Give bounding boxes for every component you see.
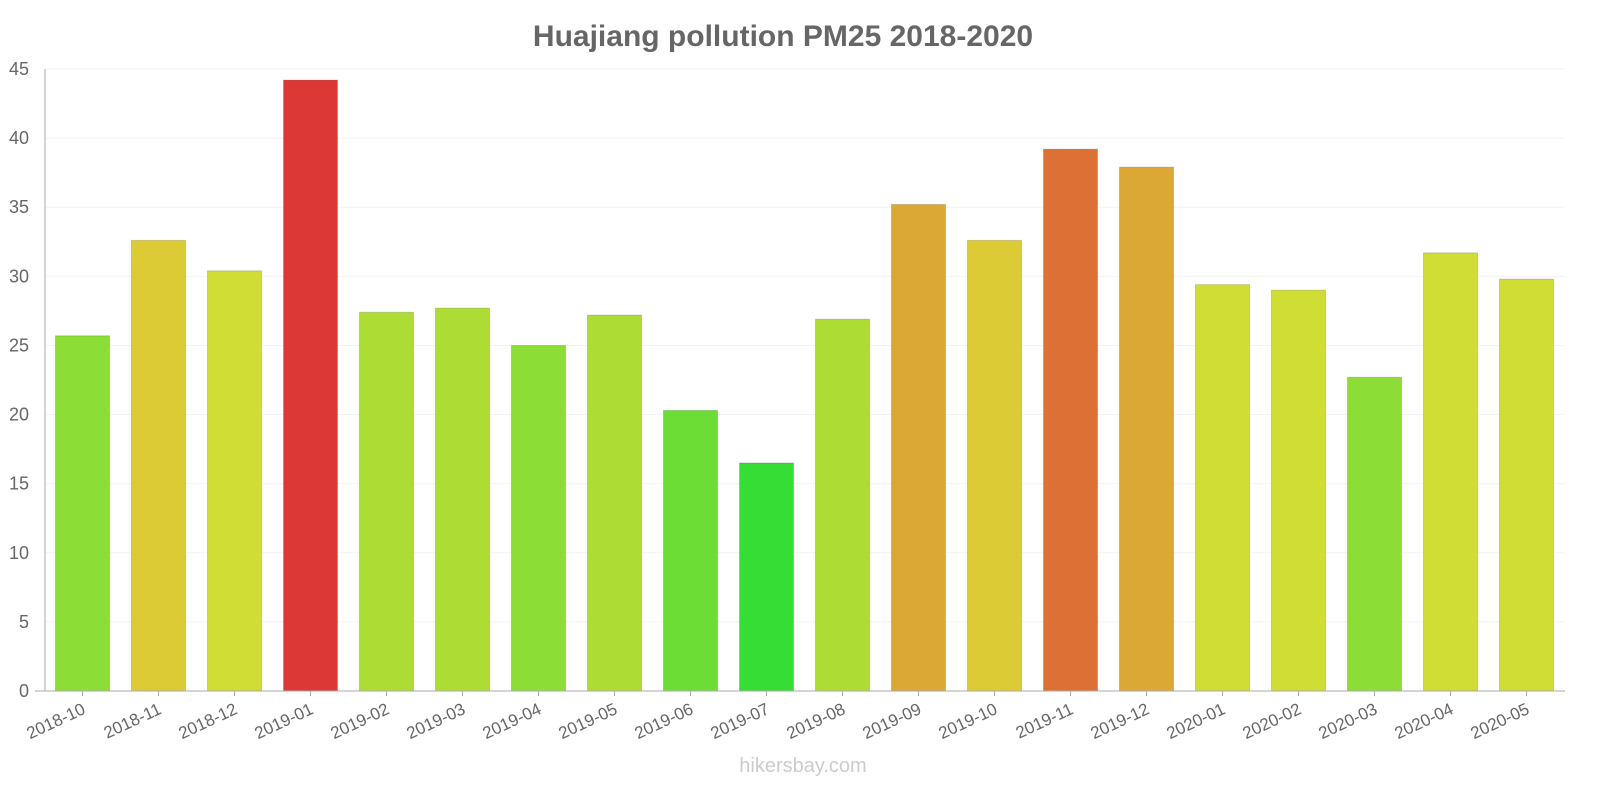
x-tick-label: 2019-11	[1013, 699, 1076, 742]
x-tick-label: 2018-10	[24, 699, 89, 743]
x-tick-label: 2019-12	[1088, 699, 1153, 743]
x-tick-label: 2019-02	[328, 699, 393, 743]
x-tick-label: 2019-01	[252, 699, 317, 743]
bar-2019-04	[511, 344, 566, 692]
bar-2019-01	[283, 79, 338, 692]
bar-2020-02	[1271, 289, 1326, 692]
bar-2020-05	[1499, 278, 1554, 692]
y-tick-label: 45	[9, 59, 29, 79]
x-tick-label: 2020-03	[1316, 699, 1381, 743]
bar-2019-02	[359, 311, 414, 692]
bar-2020-04	[1423, 252, 1478, 692]
bar-2018-12	[207, 270, 262, 692]
bar-2019-08	[815, 318, 870, 692]
y-tick-label: 15	[9, 474, 29, 494]
x-tick-label: 2020-01	[1164, 699, 1229, 743]
bar-2019-07	[739, 462, 794, 692]
bar-2019-12	[1119, 166, 1174, 692]
y-tick-label: 5	[19, 612, 29, 632]
x-tick-label: 2020-05	[1468, 699, 1533, 743]
x-tick-label: 2019-09	[860, 699, 925, 743]
bar-2020-03	[1347, 376, 1402, 692]
y-tick-label: 35	[9, 197, 29, 217]
y-tick-label: 10	[9, 543, 29, 563]
x-tick-label: 2019-05	[556, 699, 621, 743]
x-tick-label: 2018-12	[176, 699, 241, 743]
y-tick-label: 0	[19, 681, 29, 701]
x-tick-label: 2019-03	[404, 699, 469, 743]
x-tick-label: 2019-08	[784, 699, 849, 743]
x-tick-label: 2019-06	[632, 699, 697, 743]
y-tick-label: 30	[9, 266, 29, 286]
bar-2019-09	[891, 203, 946, 692]
bar-2020-01	[1195, 284, 1250, 692]
bar-2019-10	[967, 239, 1022, 692]
x-tick-label: 2020-04	[1392, 699, 1457, 743]
bar-2019-06	[663, 409, 718, 692]
bar-2018-10	[55, 335, 110, 692]
chart-title: Huajiang pollution PM25 2018-2020	[533, 20, 1033, 53]
x-tick-label: 2018-11	[101, 699, 164, 742]
x-tick-label: 2019-07	[708, 699, 773, 743]
bar-2019-05	[587, 314, 642, 692]
watermark: hikersbay.com	[739, 755, 866, 777]
y-tick-label: 20	[9, 405, 29, 425]
y-tick-label: 25	[9, 335, 29, 355]
bar-2019-11	[1043, 148, 1098, 692]
x-tick-label: 2019-10	[936, 699, 1001, 743]
y-tick-label: 40	[9, 128, 29, 148]
x-tick-label: 2020-02	[1240, 699, 1305, 743]
bar-2019-03	[435, 307, 490, 692]
bar-2018-11	[131, 239, 186, 692]
x-tick-label: 2019-04	[480, 699, 545, 743]
